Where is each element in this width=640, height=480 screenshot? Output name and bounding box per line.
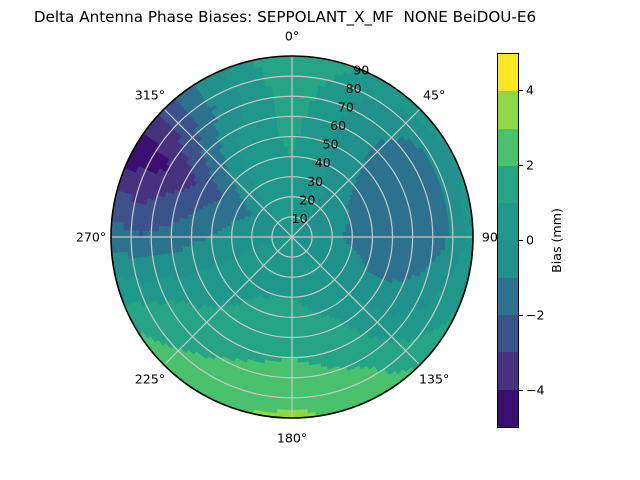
tick-mark-icon	[519, 314, 523, 317]
svg-text:70: 70	[338, 99, 354, 114]
angular-tick-0: 0°	[284, 28, 300, 44]
polar-plot[interactable]: 10 20 30 40 50 60 70 80 90 0° 45° 90° 135° 180° …	[76, 29, 504, 446]
colorbar-band-6	[498, 277, 518, 316]
svg-text:50: 50	[322, 137, 338, 152]
colorbar-tick-label: 4	[526, 82, 535, 98]
svg-text:10: 10	[292, 211, 308, 226]
colorbar-band-7	[498, 315, 518, 353]
tick-mark-icon	[519, 164, 523, 167]
colorbar-tick-label: 0	[526, 232, 535, 248]
colorbar-band-3	[498, 165, 518, 204]
angular-tick-135: 135°	[418, 371, 450, 387]
colorbar-band-5	[498, 240, 518, 278]
angular-tick-270: 270°	[75, 229, 107, 245]
tick-mark-icon	[519, 239, 523, 242]
colorbar-band-9	[498, 389, 518, 427]
page-title: Delta Antenna Phase Biases: SEPPOLANT_X_…	[33, 8, 537, 26]
colorbar-tick-label: −2	[526, 307, 545, 323]
colorbar-band-0	[498, 54, 518, 92]
svg-text:30: 30	[307, 174, 323, 189]
angular-tick-225: 225°	[134, 371, 166, 387]
colorbar-tick-label: 2	[526, 157, 535, 173]
angular-tick-315: 315°	[134, 87, 166, 103]
angular-gridlines	[111, 56, 473, 418]
colorbar-band-2	[498, 128, 518, 166]
colorbar-axis-label: Bias (mm)	[548, 208, 564, 273]
colorbar-tick-label: −4	[526, 382, 545, 398]
colorbar[interactable]	[497, 53, 519, 428]
angular-tick-45: 45°	[422, 87, 446, 103]
colorbar-band-1	[498, 91, 518, 129]
svg-text:40: 40	[315, 155, 331, 170]
angular-tick-180: 180°	[276, 430, 308, 446]
svg-text:60: 60	[330, 118, 346, 133]
polar-contour-svg: 10 20 30 40 50 60 70 80 90	[110, 55, 474, 419]
colorbar-band-4	[498, 203, 518, 241]
radial-tick-labels: 10 20 30 40 50 60 70 80 90	[292, 62, 370, 226]
svg-text:90: 90	[353, 62, 369, 77]
colorbar-band-8	[498, 352, 518, 390]
svg-text:80: 80	[346, 81, 362, 96]
colorbar-tick-labels: 4 2 0 −2 −4	[519, 53, 579, 428]
tick-mark-icon	[519, 89, 523, 92]
colorbar-gradient	[497, 53, 519, 428]
svg-text:20: 20	[299, 192, 315, 207]
polar-outline	[110, 55, 474, 419]
tick-mark-icon	[519, 389, 523, 392]
